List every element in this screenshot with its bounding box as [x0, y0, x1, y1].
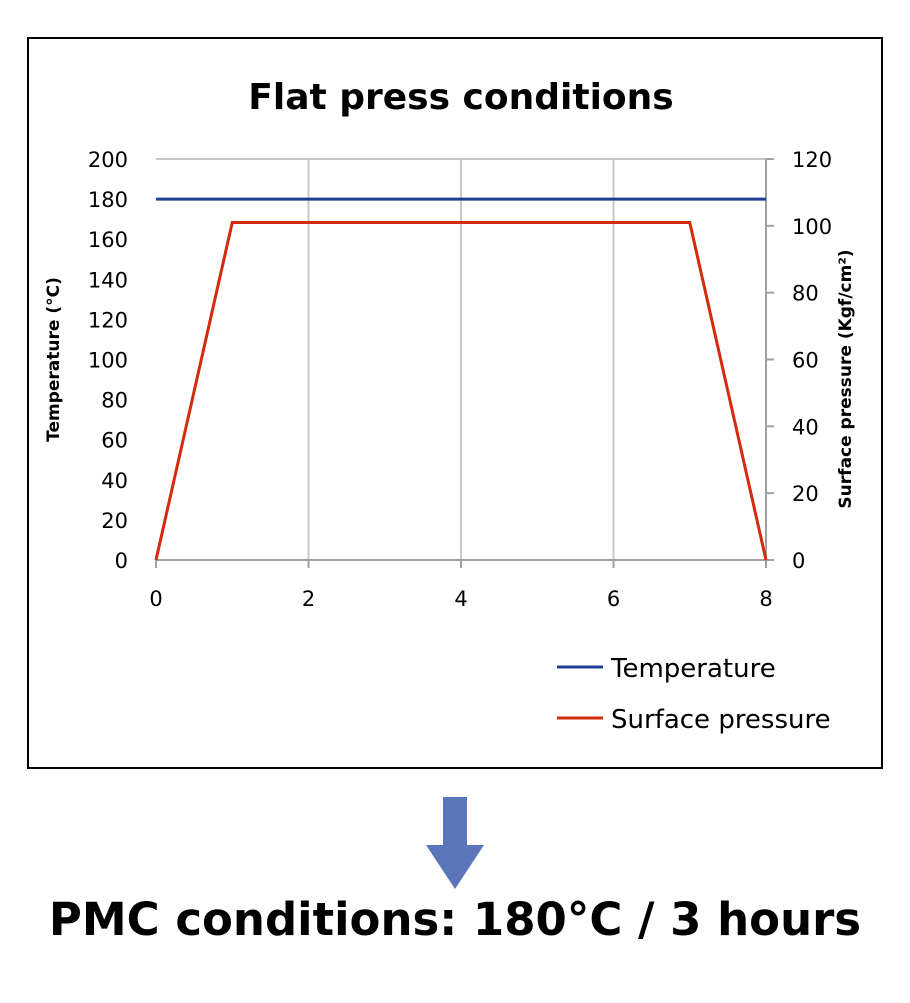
x-tick-label: 2 — [302, 587, 315, 611]
surface-pressure-series-line — [154, 220, 768, 561]
y-tick-label: 40 — [101, 469, 128, 493]
chart-frame: Flat press conditions 0 2 4 6 8 0 20 40 60 80 100 12… — [27, 37, 883, 769]
y-tick-label: 80 — [101, 389, 128, 413]
x-tick-label: 8 — [759, 587, 772, 611]
x-tick-label: 0 — [149, 587, 162, 611]
y-tick-label: 60 — [101, 429, 128, 453]
y2-tick-label: 40 — [792, 415, 819, 439]
y-tick-label: 180 — [88, 188, 128, 212]
legend-label: Surface pressure — [611, 705, 831, 735]
footer-caption: PMC conditions: 180°C / 3 hours — [48, 893, 862, 946]
y-tick-label: 120 — [88, 308, 128, 332]
y2-tick-label: 20 — [792, 482, 819, 506]
arrow-down-icon — [426, 797, 484, 889]
y2-tick-label: 100 — [792, 215, 832, 239]
y-tick-label: 200 — [88, 148, 128, 172]
y-axis-title: Temperature (°C) — [44, 277, 64, 442]
y2-tick-label: 60 — [792, 349, 819, 373]
y2-tick-label: 120 — [792, 148, 832, 172]
y-tick-label: 100 — [88, 349, 128, 373]
chart-title: Flat press conditions — [248, 77, 673, 118]
y-tick-label: 20 — [101, 509, 128, 533]
x-tick-label: 4 — [454, 587, 467, 611]
y-tick-label: 140 — [88, 268, 128, 292]
x-tick-label: 6 — [607, 587, 620, 611]
y2-axis-title: Surface pressure (Kgf/cm²) — [836, 249, 856, 508]
legend-label: Temperature — [610, 654, 776, 684]
y2-tick-label: 0 — [792, 549, 805, 573]
y2-tick-label: 80 — [792, 282, 819, 306]
y-tick-label: 160 — [88, 228, 128, 252]
y-tick-label: 0 — [115, 549, 128, 573]
